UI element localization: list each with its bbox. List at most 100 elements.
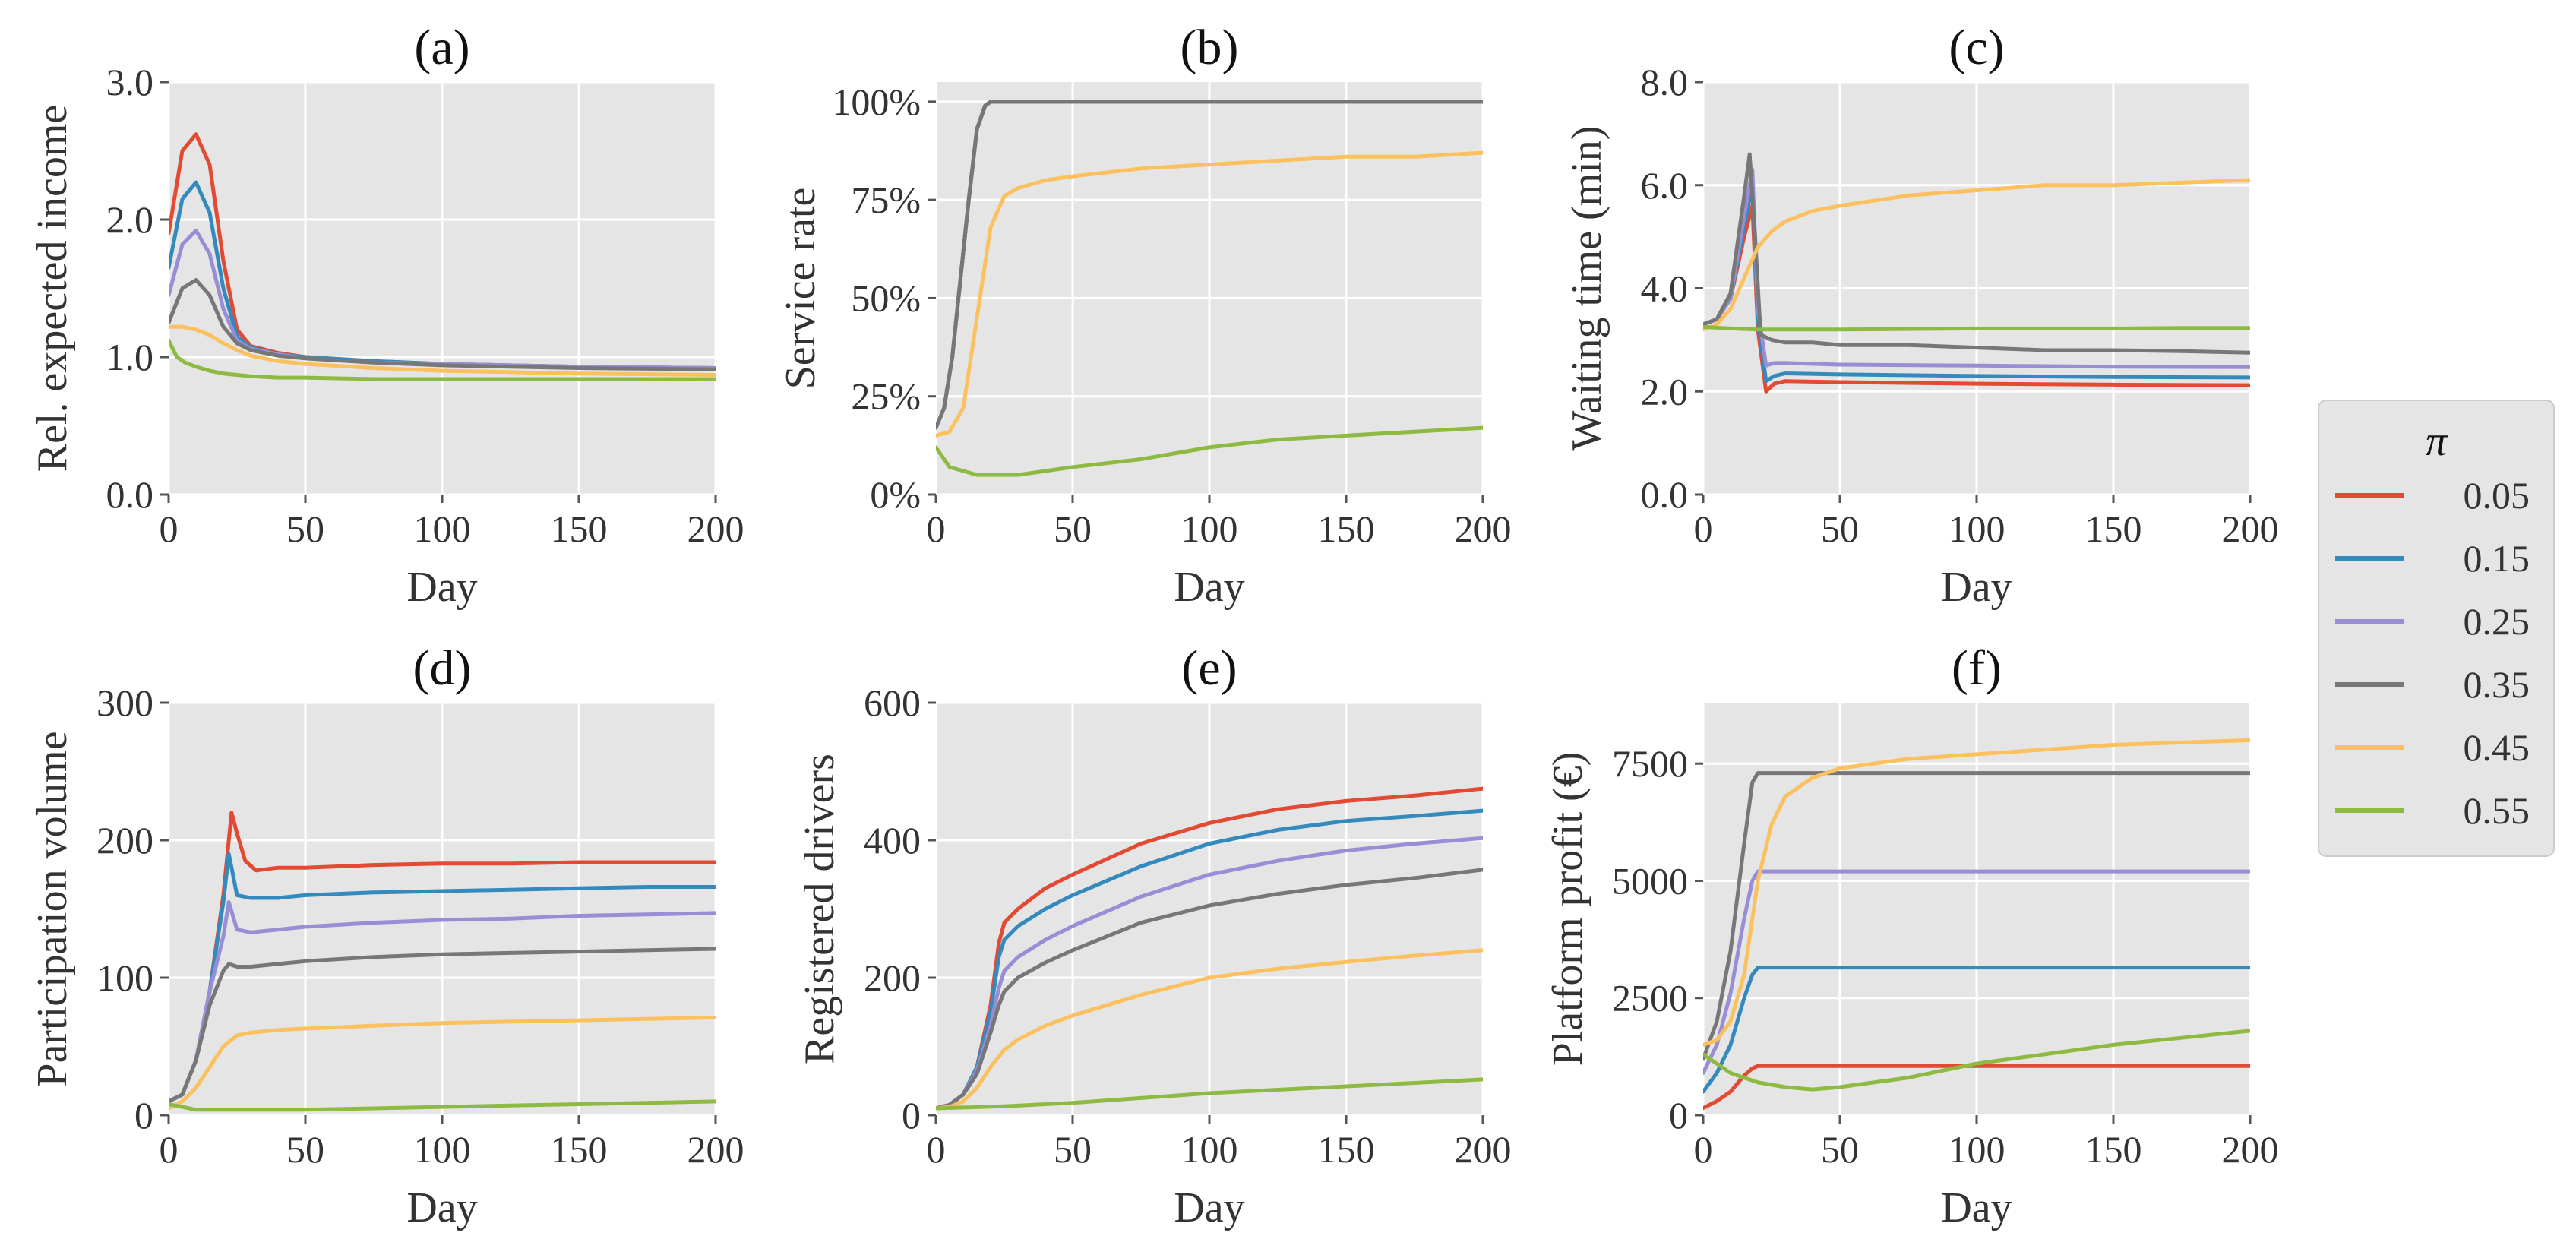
series-line-0.35 bbox=[1703, 771, 2250, 1061]
x-tick-label: 150 bbox=[2085, 507, 2142, 550]
series-line-0.55 bbox=[1703, 324, 2250, 332]
x-tick-label: 100 bbox=[1949, 1128, 2005, 1171]
x-tick-label: 200 bbox=[1455, 507, 1512, 550]
x-tick-label: 0 bbox=[1694, 507, 1713, 550]
x-tick-label: 0 bbox=[160, 507, 179, 550]
legend-item-0.25: 0.25 bbox=[2335, 600, 2530, 643]
x-axis-label: Day bbox=[1174, 564, 1244, 611]
series-line-0.45 bbox=[1703, 738, 2250, 1047]
series-line-0.45 bbox=[1703, 178, 2250, 332]
legend-label: 0.55 bbox=[2464, 789, 2530, 832]
series-line-0.05 bbox=[1703, 1064, 2250, 1111]
panel-a: 0 50 100 150 200 0.0 1.0 2.0 3.0 (a) Day Rel. expec… bbox=[29, 20, 744, 611]
series-group bbox=[169, 132, 716, 381]
x-tick-label: 50 bbox=[286, 1128, 324, 1171]
series-line-0.35 bbox=[1703, 152, 2250, 355]
y-tick-label: 75% bbox=[851, 179, 921, 221]
panel-title: (f) bbox=[1952, 640, 2002, 696]
series-line-0.55 bbox=[936, 425, 1483, 477]
x-axis-label: Day bbox=[1941, 1184, 2012, 1231]
y-tick-label: 6.0 bbox=[1641, 164, 1689, 207]
y-axis-label: Service rate bbox=[777, 188, 824, 390]
panel-title: (d) bbox=[413, 640, 472, 696]
x-tick-label: 200 bbox=[2222, 1128, 2279, 1171]
panel-title: (b) bbox=[1181, 20, 1239, 75]
x-tick-label: 0 bbox=[1694, 1128, 1713, 1171]
x-axis-label: Day bbox=[1174, 1184, 1244, 1231]
series-line-0.35 bbox=[936, 100, 1483, 430]
legend-item-0.15: 0.15 bbox=[2335, 537, 2530, 580]
y-tick-label: 600 bbox=[864, 681, 921, 724]
series-line-0.45 bbox=[169, 324, 716, 377]
x-tick-label: 100 bbox=[1181, 507, 1238, 550]
y-axis-label: Platform profit (€) bbox=[1544, 752, 1591, 1067]
series-line-0.35 bbox=[936, 868, 1483, 1111]
x-tick-label: 200 bbox=[2222, 507, 2279, 550]
series-line-0.55 bbox=[1703, 1029, 2250, 1092]
x-tick-label: 100 bbox=[414, 507, 471, 550]
y-tick-label: 0% bbox=[870, 473, 921, 516]
x-tick-label: 100 bbox=[414, 1128, 471, 1171]
x-tick-label: 200 bbox=[1455, 1128, 1512, 1171]
legend-label: 0.05 bbox=[2464, 474, 2530, 517]
x-tick-label: 200 bbox=[687, 507, 744, 550]
y-tick-label: 0.0 bbox=[106, 473, 154, 516]
panel-d: 0 50 100 150 200 0 100 200 300 (d) Day Participatio… bbox=[29, 640, 744, 1231]
x-tick-label: 0 bbox=[927, 507, 946, 550]
legend-label: 0.15 bbox=[2464, 537, 2530, 580]
series-line-0.35 bbox=[169, 278, 716, 371]
y-tick-label: 0 bbox=[134, 1094, 153, 1136]
y-tick-label: 7500 bbox=[1612, 742, 1688, 785]
y-axis-label: Waiting time (min) bbox=[1563, 126, 1610, 451]
x-axis-label: Day bbox=[406, 564, 477, 611]
series-line-0.15 bbox=[1703, 966, 2250, 1094]
y-tick-label: 0.0 bbox=[1641, 473, 1689, 516]
x-axis-label: Day bbox=[1941, 564, 2012, 611]
panel-b: 0 50 100 150 200 0% 25% 50% 75% 100% (b) Day Service… bbox=[777, 20, 1512, 611]
panel-e: 0 50 100 150 200 0 200 400 600 (e) Day Registered d… bbox=[796, 640, 1512, 1231]
legend: π 0.05 0.15 0.25 0.35 0.45 0.55 bbox=[2318, 400, 2555, 857]
series-line-0.25 bbox=[1703, 869, 2250, 1075]
x-tick-label: 150 bbox=[1318, 507, 1375, 550]
x-tick-label: 0 bbox=[927, 1128, 946, 1171]
series-group bbox=[1703, 152, 2250, 394]
y-tick-label: 50% bbox=[851, 277, 921, 319]
y-tick-label: 200 bbox=[864, 956, 921, 999]
x-tick-label: 0 bbox=[160, 1128, 179, 1171]
panels: 0 50 100 150 200 0.0 1.0 2.0 3.0 (a) Day Rel. expec… bbox=[29, 20, 2279, 1231]
y-tick-label: 200 bbox=[96, 819, 153, 861]
y-tick-label: 300 bbox=[96, 681, 153, 724]
y-tick-label: 0 bbox=[1669, 1094, 1688, 1136]
x-tick-label: 100 bbox=[1949, 507, 2005, 550]
x-tick-label: 50 bbox=[1054, 507, 1092, 550]
legend-title: π bbox=[2426, 418, 2448, 465]
x-tick-label: 150 bbox=[1318, 1128, 1375, 1171]
series-line-0.55 bbox=[936, 1077, 1483, 1111]
x-tick-label: 150 bbox=[551, 1128, 608, 1171]
x-tick-label: 100 bbox=[1181, 1128, 1238, 1171]
y-axis-label: Rel. expected income bbox=[29, 105, 76, 473]
y-tick-label: 2.0 bbox=[106, 198, 154, 241]
x-tick-label: 50 bbox=[1821, 507, 1859, 550]
y-tick-label: 2500 bbox=[1612, 977, 1688, 1019]
y-tick-label: 3.0 bbox=[106, 61, 154, 103]
y-tick-label: 8.0 bbox=[1641, 61, 1689, 103]
y-tick-label: 100 bbox=[96, 956, 153, 999]
legend-box bbox=[2318, 400, 2555, 857]
x-tick-label: 50 bbox=[1821, 1128, 1859, 1171]
series-line-0.45 bbox=[936, 150, 1483, 438]
panel-title: (c) bbox=[1949, 20, 2004, 75]
series-line-0.25 bbox=[1703, 167, 2250, 369]
y-tick-label: 1.0 bbox=[106, 336, 154, 378]
y-axis-label: Registered drivers bbox=[796, 754, 843, 1064]
y-tick-label: 400 bbox=[864, 819, 921, 861]
y-tick-label: 100% bbox=[832, 81, 921, 123]
legend-label: 0.45 bbox=[2464, 726, 2530, 769]
legend-item-0.05: 0.05 bbox=[2335, 474, 2530, 517]
y-tick-label: 25% bbox=[851, 375, 921, 418]
legend-item-0.35: 0.35 bbox=[2335, 663, 2530, 706]
x-tick-label: 150 bbox=[551, 507, 608, 550]
series-line-0.45 bbox=[169, 1016, 716, 1111]
y-tick-label: 2.0 bbox=[1641, 370, 1689, 412]
